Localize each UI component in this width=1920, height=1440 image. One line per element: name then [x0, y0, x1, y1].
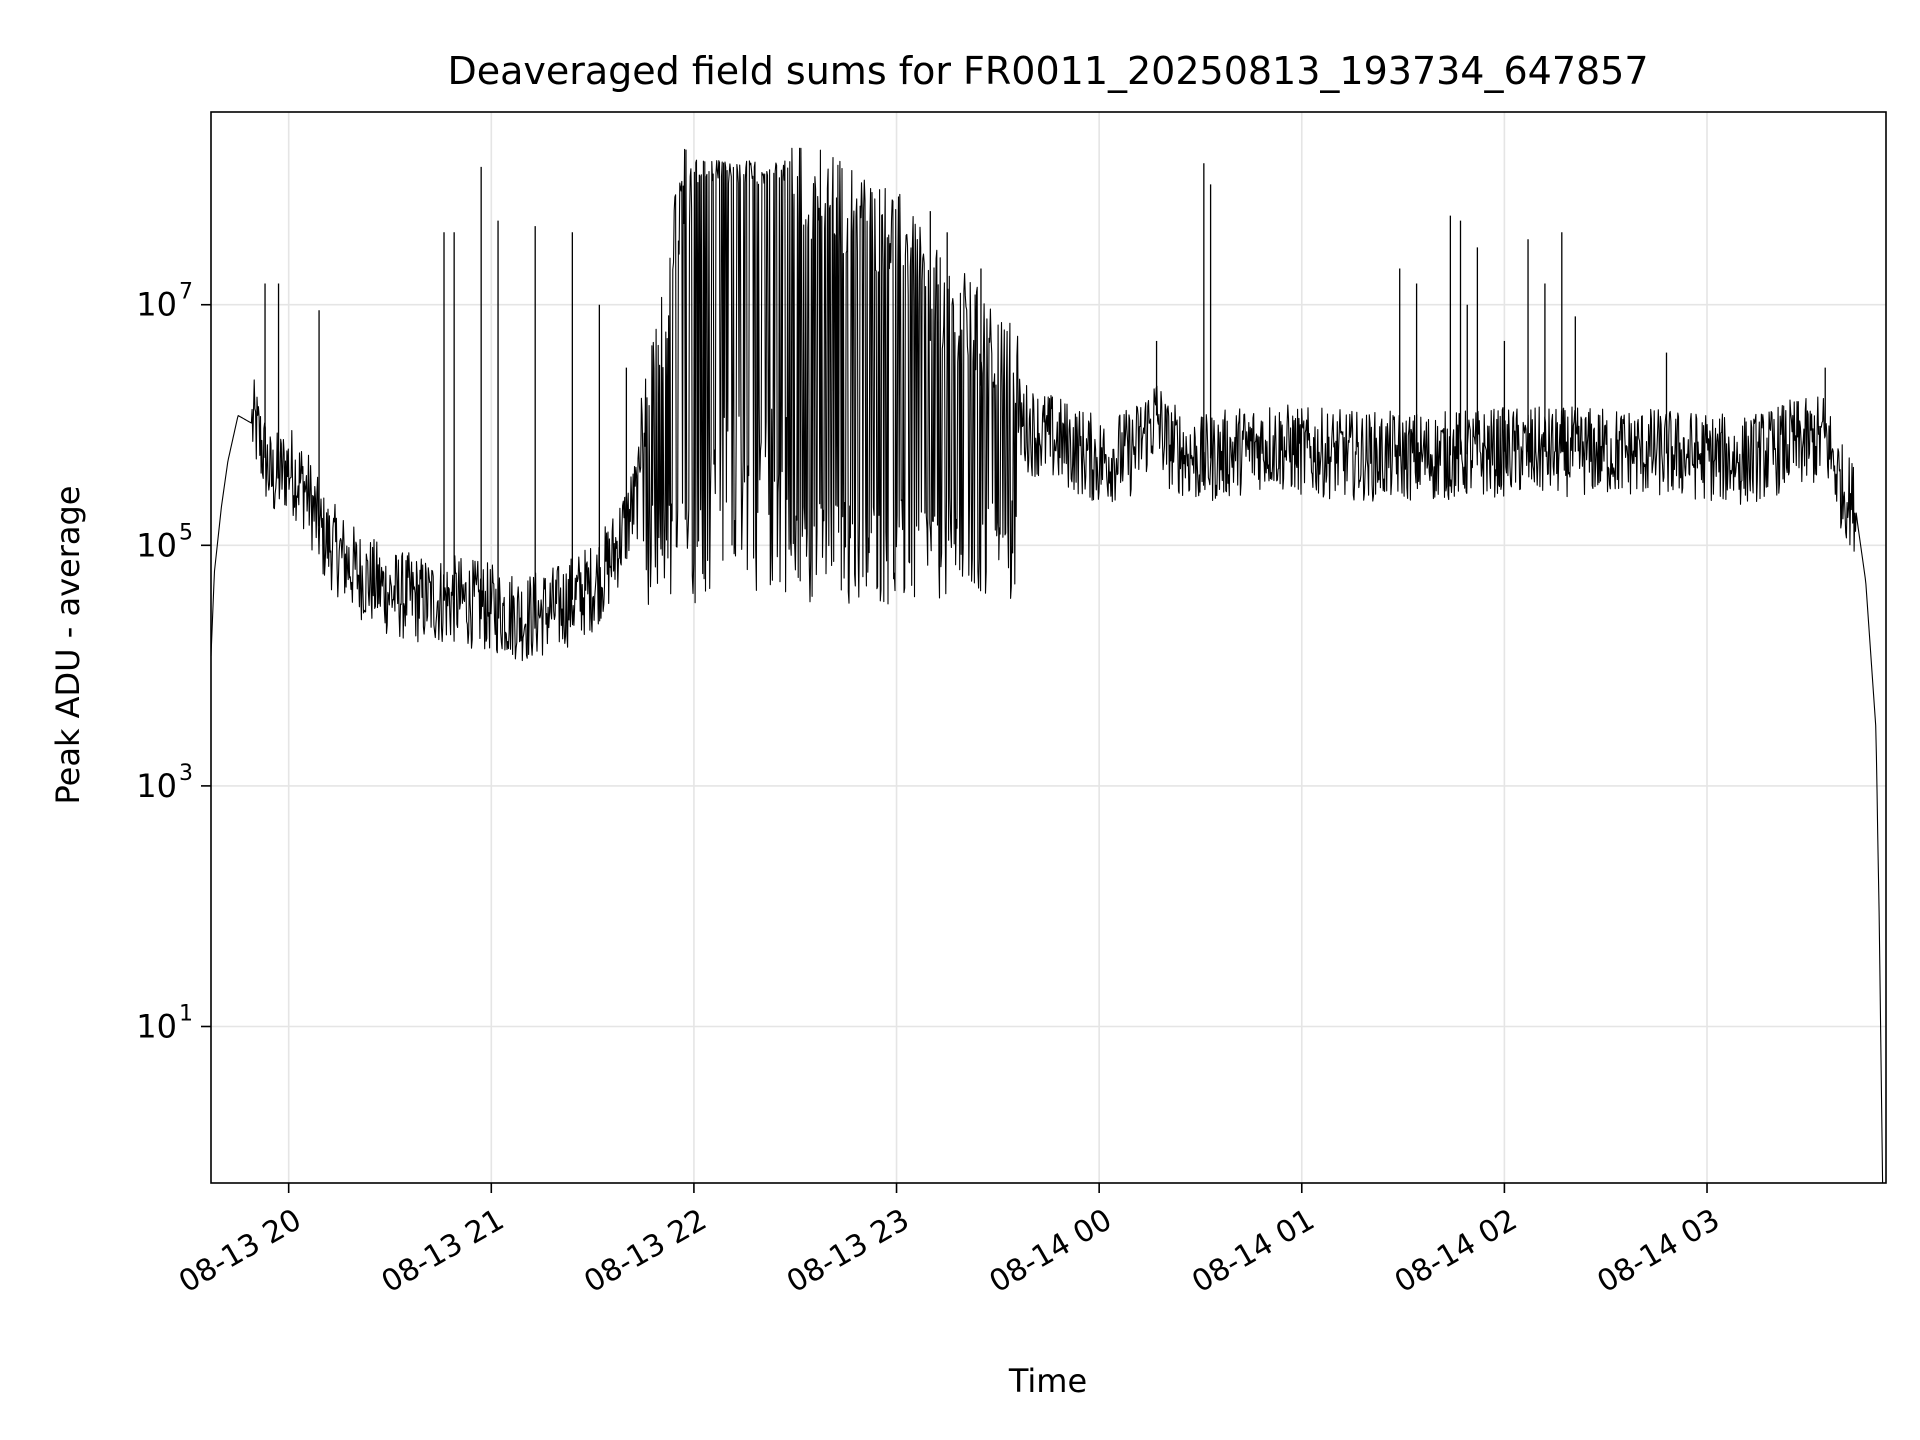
y-tick-label: 10	[136, 526, 177, 564]
x-tick-label: 08-13 20	[173, 1202, 307, 1300]
y-tick-exponent: 5	[179, 520, 193, 545]
data-series	[210, 147, 1884, 1184]
y-tick-label: 10	[136, 286, 177, 324]
x-tick-label: 08-14 02	[1389, 1202, 1523, 1300]
y-tick-label: 10	[136, 1007, 177, 1045]
x-tick-label: 08-13 23	[781, 1202, 915, 1300]
x-tick-label: 08-14 01	[1186, 1202, 1320, 1300]
y-tick-label: 10	[136, 767, 177, 805]
y-tick-base: 10	[136, 526, 177, 564]
x-tick-label: 08-14 00	[984, 1202, 1118, 1300]
grid-lines	[211, 112, 1886, 1183]
x-tick-label: 08-14 03	[1591, 1202, 1725, 1300]
x-tick-label: 08-13 22	[578, 1202, 712, 1300]
y-tick-base: 10	[136, 286, 177, 324]
y-tick-exponent: 7	[179, 280, 193, 305]
x-axis-label: Time	[1008, 1362, 1087, 1400]
y-axis-label: Peak ADU - average	[49, 486, 87, 805]
y-tick-exponent: 3	[179, 761, 193, 786]
chart-title: Deaveraged field sums for FR0011_2025081…	[447, 49, 1648, 93]
y-tick-base: 10	[136, 1007, 177, 1045]
x-tick-label: 08-13 21	[376, 1202, 510, 1300]
series-line	[210, 147, 1884, 1184]
y-tick-base: 10	[136, 767, 177, 805]
plot-frame	[210, 111, 1887, 1184]
y-tick-exponent: 1	[179, 1001, 193, 1026]
